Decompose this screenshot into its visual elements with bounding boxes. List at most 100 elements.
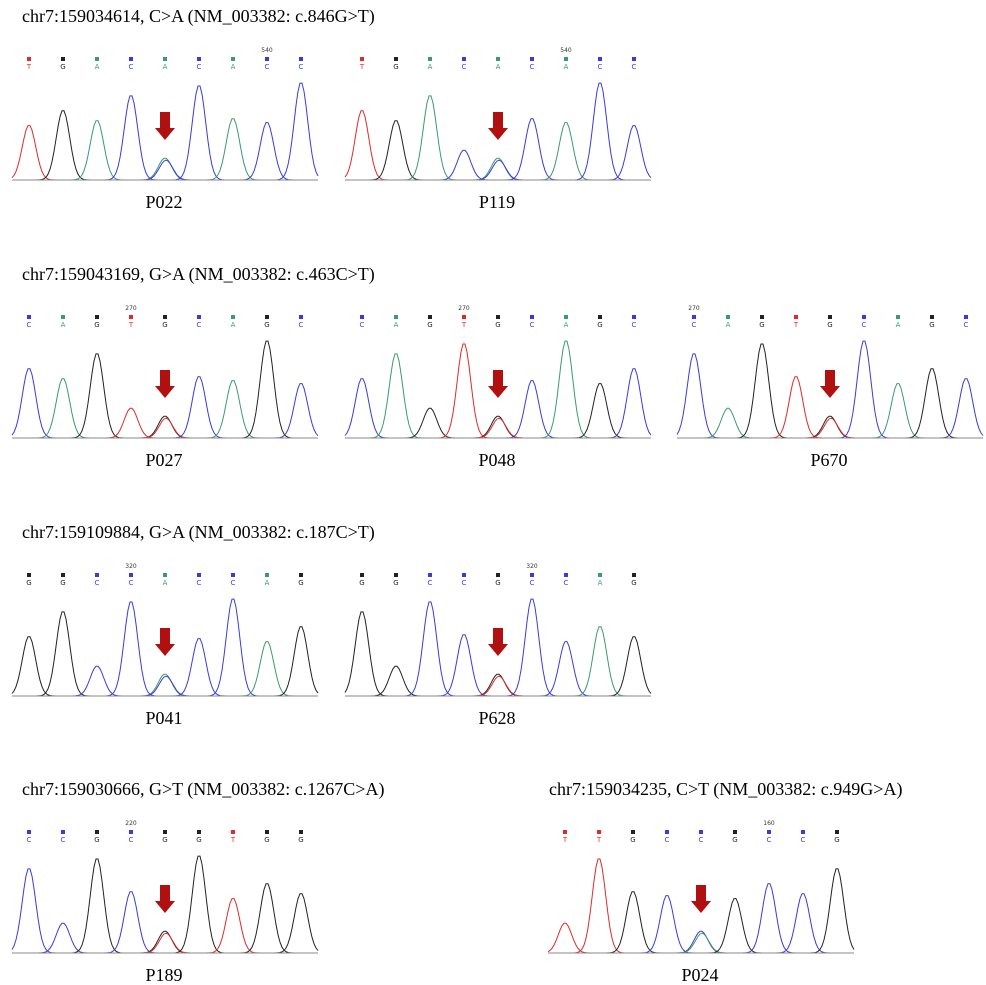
mutation-arrow xyxy=(488,112,508,140)
base-call: A xyxy=(265,579,270,587)
base-call: A xyxy=(896,321,901,329)
base-marker xyxy=(462,573,466,577)
base-call: G xyxy=(630,836,635,844)
mutation-arrow xyxy=(691,885,711,913)
base-call: G xyxy=(759,321,764,329)
base-call: C xyxy=(129,579,134,587)
base-marker xyxy=(632,315,636,319)
sample-label: P189 xyxy=(145,965,182,985)
base-marker xyxy=(530,57,534,61)
base-call: C xyxy=(530,579,535,587)
base-call: G xyxy=(597,321,602,329)
base-marker xyxy=(231,573,235,577)
base-call: G xyxy=(495,321,500,329)
base-call: C xyxy=(699,836,704,844)
group-title: chr7:159034614, C>A (NM_003382: c.846G>T… xyxy=(22,6,375,27)
base-call: T xyxy=(359,63,365,71)
base-call: C xyxy=(129,836,134,844)
base-call: C xyxy=(530,63,535,71)
base-marker xyxy=(428,573,432,577)
base-marker xyxy=(563,830,567,834)
base-marker xyxy=(163,573,167,577)
base-marker xyxy=(964,315,968,319)
base-marker xyxy=(828,315,832,319)
base-call: A xyxy=(564,321,569,329)
group-title: chr7:159034235, C>T (NM_003382: c.949G>A… xyxy=(549,779,902,800)
base-call: A xyxy=(428,63,433,71)
base-marker xyxy=(299,573,303,577)
position-label: 270 xyxy=(125,305,137,312)
base-call: C xyxy=(95,579,100,587)
trace-peak xyxy=(548,923,854,953)
base-marker xyxy=(794,315,798,319)
base-marker xyxy=(95,57,99,61)
base-call: G xyxy=(929,321,934,329)
base-call: C xyxy=(692,321,697,329)
base-call: C xyxy=(632,321,637,329)
trace-peak xyxy=(12,674,318,696)
trace-peak xyxy=(677,408,983,438)
trace-peak xyxy=(677,416,983,438)
base-marker xyxy=(428,57,432,61)
mutation-arrow xyxy=(488,370,508,398)
base-call: C xyxy=(665,836,670,844)
group-title: chr7:159109884, G>A (NM_003382: c.187C>T… xyxy=(22,522,375,543)
base-call: A xyxy=(163,63,168,71)
mutation-arrow xyxy=(155,628,175,656)
base-marker xyxy=(163,57,167,61)
base-marker xyxy=(61,315,65,319)
base-marker xyxy=(197,57,201,61)
sample-label: P048 xyxy=(478,450,515,470)
base-call: G xyxy=(298,836,303,844)
base-call: G xyxy=(162,836,167,844)
trace-peak xyxy=(345,160,651,180)
mutation-arrow xyxy=(488,628,508,656)
base-call: G xyxy=(298,579,303,587)
base-marker xyxy=(564,57,568,61)
base-call: C xyxy=(231,579,236,587)
base-marker xyxy=(265,573,269,577)
base-marker xyxy=(394,573,398,577)
base-call: C xyxy=(299,63,304,71)
base-marker xyxy=(598,57,602,61)
base-call: C xyxy=(428,579,433,587)
base-marker xyxy=(265,830,269,834)
mutation-arrow xyxy=(155,370,175,398)
base-marker xyxy=(598,315,602,319)
base-marker xyxy=(27,573,31,577)
position-label: 160 xyxy=(763,820,775,827)
position-label: 220 xyxy=(125,820,137,827)
base-call: A xyxy=(95,63,100,71)
base-call: G xyxy=(393,579,398,587)
trace-peak xyxy=(345,150,651,180)
base-call: C xyxy=(462,579,467,587)
base-marker xyxy=(632,57,636,61)
trace-peak xyxy=(677,418,983,438)
base-call: C xyxy=(197,321,202,329)
base-call: G xyxy=(732,836,737,844)
base-call: C xyxy=(801,836,806,844)
trace-peak xyxy=(345,418,651,438)
sample-label: P670 xyxy=(810,450,847,470)
group-title: chr7:159030666, G>T (NM_003382: c.1267C>… xyxy=(22,779,384,800)
base-marker xyxy=(197,573,201,577)
base-call: G xyxy=(631,579,636,587)
base-call: T xyxy=(128,321,134,329)
base-call: C xyxy=(462,63,467,71)
base-call: C xyxy=(197,579,202,587)
mutation-arrow xyxy=(155,885,175,913)
base-marker xyxy=(462,57,466,61)
base-marker xyxy=(265,315,269,319)
base-call: A xyxy=(496,63,501,71)
base-call: C xyxy=(632,63,637,71)
base-marker xyxy=(61,573,65,577)
base-marker xyxy=(496,57,500,61)
base-call: G xyxy=(60,63,65,71)
base-call: A xyxy=(726,321,731,329)
trace-peak xyxy=(12,933,318,953)
trace-peak xyxy=(345,674,651,696)
base-marker xyxy=(95,315,99,319)
base-marker xyxy=(699,830,703,834)
base-marker xyxy=(692,315,696,319)
position-label: 540 xyxy=(261,47,273,54)
